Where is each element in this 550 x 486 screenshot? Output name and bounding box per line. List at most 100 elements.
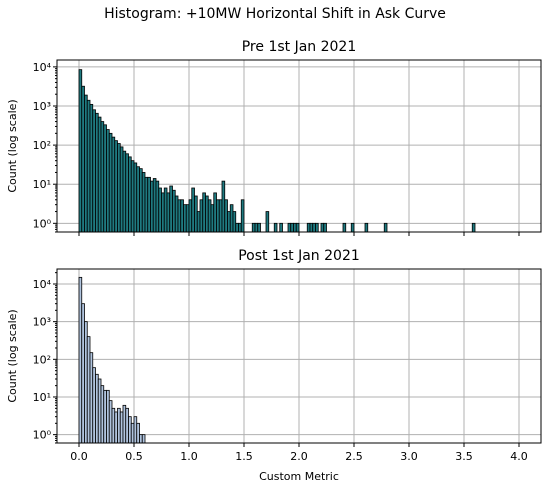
pre-2021-histogram-bar	[323, 222, 327, 233]
pre-2021-histogram-bar	[89, 103, 94, 233]
pre-2021-histogram-bar	[122, 150, 127, 233]
pre-2021-histogram-bar	[196, 211, 201, 233]
pre-2021-histogram-bar	[125, 153, 129, 233]
pre-2021-histogram-bar	[191, 187, 195, 233]
pre-2021-histogram-bar	[158, 187, 162, 233]
pre-2021-histogram-bar	[315, 222, 319, 233]
pre-2021-panel-title: Pre 1st Jan 2021	[242, 39, 357, 55]
pre-2021-histogram-bar	[207, 199, 212, 233]
post-2021-y-tick-label: 10¹	[33, 391, 51, 404]
pre-2021-histogram-bar	[86, 99, 91, 233]
post-2021-histogram-bar	[81, 303, 85, 444]
post-2021-x-tick-label: 4.0	[510, 450, 528, 463]
post-2021-y-axis-label: Count (log scale)	[6, 309, 19, 402]
pre-2021-histogram-bar	[194, 195, 198, 233]
post-2021-histogram-bar	[92, 367, 96, 444]
pre-2021-y-tick-label: 10³	[33, 100, 51, 113]
post-2021-histogram-panel: Post 1st Jan 2021 Count (log scale) Cust…	[6, 248, 542, 483]
pre-2021-histogram-bar	[287, 222, 292, 233]
pre-2021-histogram-bar	[106, 129, 110, 233]
pre-2021-histogram-bar	[218, 199, 223, 233]
post-2021-x-tick-label: 2.5	[345, 450, 363, 463]
post-2021-histogram-bar	[136, 422, 140, 444]
pre-2021-histogram-bar	[95, 112, 99, 233]
pre-2021-histogram-bar	[114, 140, 118, 233]
pre-2021-histogram-bar	[199, 199, 204, 233]
pre-2021-histogram-bar	[185, 204, 190, 233]
post-2021-bars	[78, 276, 146, 444]
pre-2021-histogram-bar	[128, 156, 132, 233]
pre-2021-histogram-bar	[172, 189, 176, 233]
post-2021-histogram-bar	[108, 400, 113, 444]
post-2021-x-tick-label: 1.5	[235, 450, 253, 463]
pre-2021-histogram-bar	[133, 162, 138, 233]
pre-2021-histogram-bar	[312, 222, 316, 233]
post-2021-histogram-bar	[86, 336, 91, 444]
pre-2021-histogram-bar	[97, 116, 102, 233]
post-2021-x-tick-label: 3.0	[400, 450, 418, 463]
pre-2021-histogram-bar	[254, 222, 259, 233]
post-2021-histogram-bar	[95, 373, 99, 444]
post-2021-histogram-bar	[84, 321, 88, 444]
pre-2021-histogram-bar	[111, 136, 116, 233]
pre-2021-histogram-bar	[117, 143, 121, 233]
post-2021-x-tick-label: 0.0	[70, 450, 88, 463]
post-2021-x-tick-label: 3.5	[455, 450, 473, 463]
pre-2021-histogram-bar	[155, 180, 160, 233]
pre-2021-histogram-bar	[273, 222, 278, 233]
pre-2021-histogram-bar	[221, 180, 226, 233]
pre-2021-histogram-bar	[103, 124, 107, 233]
post-2021-histogram-bar	[111, 407, 116, 444]
post-2021-histogram-bar	[97, 378, 102, 444]
pre-2021-histogram-bar	[136, 166, 140, 233]
pre-2021-histogram-bar	[92, 109, 96, 233]
pre-2021-histogram-bar	[309, 222, 314, 233]
pre-2021-histogram-bar	[81, 85, 85, 233]
pre-2021-histogram-bar	[130, 160, 135, 233]
pre-2021-histogram-bar	[163, 187, 168, 233]
pre-2021-y-tick-label: 10⁰	[33, 217, 52, 230]
pre-2021-histogram-bar	[150, 180, 154, 233]
pre-2021-histogram-bar	[227, 211, 231, 233]
x-axis-label: Custom Metric	[259, 470, 339, 483]
pre-2021-histogram-bar	[320, 222, 325, 233]
post-2021-histogram-bar	[106, 389, 110, 444]
pre-2021-histogram-bar	[177, 199, 182, 233]
pre-2021-y-tick-label: 10⁴	[33, 61, 52, 74]
pre-2021-histogram-bar	[161, 192, 165, 233]
pre-2021-histogram-bar	[144, 176, 149, 233]
pre-2021-histogram-bar	[180, 199, 184, 233]
post-2021-histogram-bar	[103, 389, 107, 444]
pre-2021-histogram-bar	[238, 222, 242, 233]
pre-2021-histogram-bar	[202, 192, 206, 233]
post-2021-histogram-bar	[122, 404, 127, 444]
post-2021-y-tick-label: 10³	[33, 316, 51, 329]
pre-2021-histogram-bar	[213, 192, 217, 233]
pre-2021-histogram-bar	[216, 199, 220, 233]
pre-2021-histogram-bar	[342, 222, 347, 233]
post-2021-y-tick-label: 10⁰	[33, 429, 52, 442]
pre-2021-histogram-bar	[108, 132, 113, 233]
pre-2021-histogram-bar	[139, 168, 143, 233]
post-2021-y-tick-label: 10²	[33, 353, 51, 366]
pre-2021-bars	[78, 69, 476, 233]
pre-2021-histogram-bar	[166, 192, 171, 233]
pre-2021-y-axis-label: Count (log scale)	[6, 99, 19, 192]
pre-2021-histogram-bar	[84, 94, 88, 233]
post-2021-histogram-bar	[139, 434, 143, 444]
post-2021-histogram-bar	[119, 411, 124, 444]
pre-2021-histogram-bar	[174, 195, 179, 233]
pre-2021-histogram-bar	[224, 199, 228, 233]
post-2021-x-tick-label: 0.5	[125, 450, 143, 463]
pre-2021-histogram-bar	[251, 222, 256, 233]
pre-2021-histogram-bar	[147, 176, 151, 233]
post-2021-histogram-bar	[130, 422, 135, 444]
post-2021-histogram-bar	[125, 407, 129, 444]
pre-2021-histogram-bar	[183, 204, 187, 233]
pre-2021-histogram-bar	[78, 69, 83, 233]
pre-2021-y-tick-label: 10¹	[33, 178, 51, 191]
post-2021-histogram-bar	[100, 385, 105, 444]
post-2021-x-tick-label: 2.0	[290, 450, 308, 463]
pre-2021-histogram-bar	[235, 222, 239, 233]
